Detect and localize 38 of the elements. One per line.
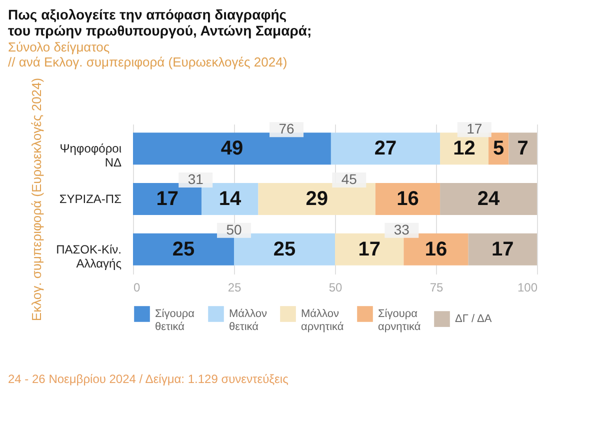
data-label: 17	[358, 238, 380, 260]
data-label: 12	[453, 138, 476, 160]
legend-label: Μάλλον αρνητικά	[301, 308, 344, 333]
y-tick-label: ΠΑΣΟΚ-Κίν. Αλλαγής	[56, 242, 122, 270]
x-tick-label: 75	[430, 280, 444, 294]
data-label: 24	[477, 188, 501, 210]
data-label: 25	[273, 238, 296, 260]
data-label: 16	[396, 188, 419, 210]
y-tick-label: ΣΥΡΙΖΑ-ΠΣ	[59, 192, 122, 206]
x-tick-label: 100	[517, 280, 538, 294]
annotation: 45	[341, 171, 358, 187]
legend-label: ΔΓ / ΔΑ	[455, 313, 492, 326]
y-axis-title: Εκλογ. συμπεριφορά (Ευρωεκλογές 2024)	[29, 78, 44, 322]
data-label: 5	[493, 138, 504, 160]
data-label: 16	[424, 238, 448, 260]
data-label: 49	[220, 138, 244, 160]
data-label: 27	[374, 138, 397, 160]
legend-label: Μάλλον θετικά	[229, 308, 268, 333]
text: 24 - 26 Νοεμβρίου 2024 / Δείγμα: 1.129 συνεντεύξεις	[8, 372, 289, 386]
legend-label: Σίγουρα θετικά	[155, 308, 196, 333]
data-label: 17	[492, 238, 514, 260]
x-tick-label: 25	[228, 280, 242, 294]
annotation: 17	[466, 120, 482, 137]
annotation: 50	[226, 221, 242, 238]
data-label: 17	[156, 188, 178, 210]
x-tick-label: 0	[134, 280, 140, 294]
x-tick-label: 50	[328, 280, 342, 294]
legend-label: Σίγουρα αρνητικά	[378, 308, 422, 333]
annotation: 31	[188, 171, 204, 187]
data-label: 29	[306, 188, 328, 210]
y-tick-label: Ψηφοφόροι ΝΔ	[60, 142, 122, 170]
annotation: 76	[278, 120, 295, 137]
data-label: 25	[172, 238, 195, 260]
chart-subtitle: Σύνολο δείγματος // ανά Εκλογ. συμπεριφορά (Ευρωεκλογές 2024)	[8, 39, 288, 70]
data-label: 14	[218, 188, 242, 210]
chart-title: Πως αξιολογείτε την απόφαση διαγραφής του πρώην πρωθυπουργού, Αντώνη Σαμαρά;	[8, 6, 312, 38]
annotation: 33	[394, 221, 410, 238]
data-label: 7	[517, 138, 528, 160]
